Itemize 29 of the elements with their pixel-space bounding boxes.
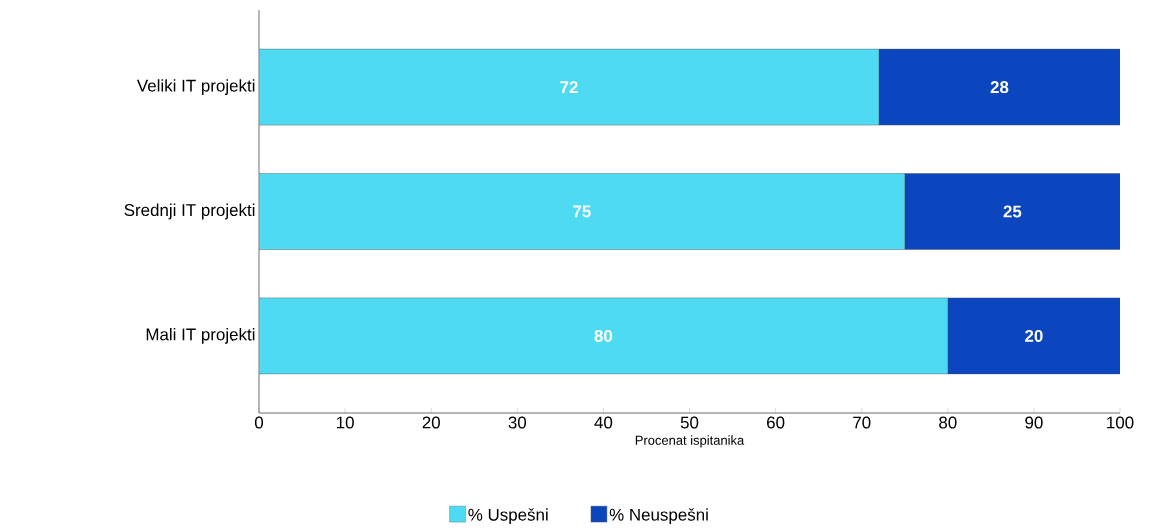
x-tick-label: 60 bbox=[767, 416, 785, 429]
x-tick-label: 20 bbox=[422, 416, 440, 429]
x-tick-label: 40 bbox=[594, 416, 613, 429]
bar bbox=[904, 173, 1121, 250]
x-tick-label: 30 bbox=[508, 416, 527, 429]
data-label: 80 bbox=[594, 329, 613, 342]
x-tick-label: 100 bbox=[1107, 416, 1134, 429]
bar bbox=[878, 48, 1121, 126]
bar bbox=[259, 297, 949, 375]
bar bbox=[259, 48, 880, 126]
data-label: 28 bbox=[990, 81, 1009, 94]
data-label: 72 bbox=[560, 81, 578, 94]
bar bbox=[259, 173, 905, 250]
x-tick-label: 70 bbox=[853, 416, 871, 429]
data-label: 25 bbox=[1003, 205, 1022, 218]
y-tick-label: Mali IT projekti bbox=[146, 328, 255, 344]
x-tick-label: 90 bbox=[1025, 416, 1043, 429]
y-tick-label: Srednji IT projekti bbox=[124, 203, 255, 220]
x-tick-label: 50 bbox=[680, 416, 699, 429]
legend-label: % Uspešni bbox=[468, 508, 548, 525]
x-tick-label: 80 bbox=[939, 416, 957, 429]
x-axis-title: Procenat ispitanika bbox=[635, 435, 745, 448]
x-tick-label: 0 bbox=[254, 416, 264, 429]
y-tick-label: Veliki IT projekti bbox=[136, 79, 255, 96]
legend-label: % Neuspešni bbox=[609, 508, 708, 525]
bar bbox=[947, 297, 1121, 375]
x-tick-label: 10 bbox=[336, 416, 354, 429]
data-label: 20 bbox=[1025, 329, 1043, 342]
data-label: 75 bbox=[573, 205, 591, 218]
